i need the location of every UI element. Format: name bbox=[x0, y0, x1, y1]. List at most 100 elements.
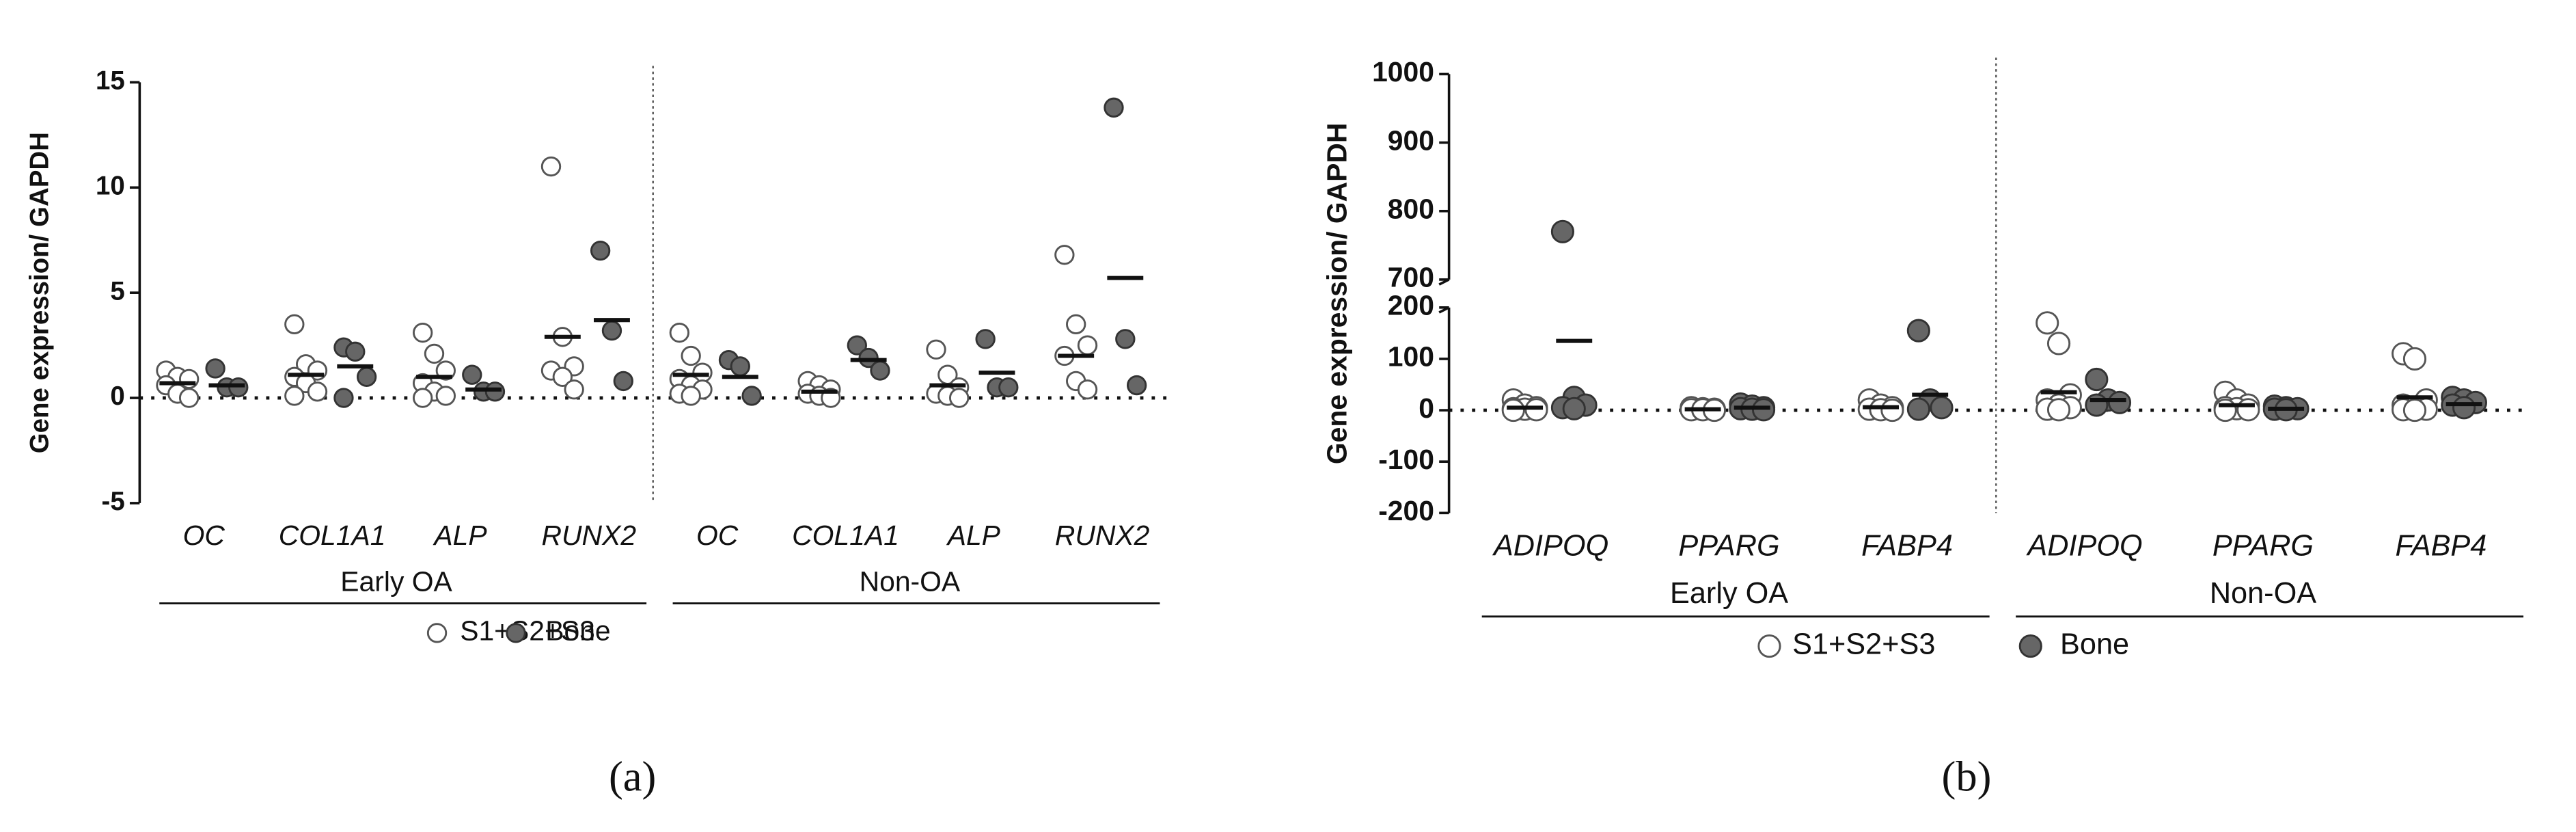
data-point bbox=[1054, 245, 1075, 265]
legend-label: S1+S2+S3 bbox=[1792, 628, 1935, 661]
legend-marker bbox=[2018, 634, 2042, 658]
data-point bbox=[2452, 396, 2476, 420]
data-point bbox=[2213, 399, 2237, 422]
x-tick-label: ALP bbox=[946, 520, 1000, 551]
data-point bbox=[284, 314, 305, 335]
data-point bbox=[730, 356, 750, 377]
data-point bbox=[2402, 399, 2427, 422]
data-point bbox=[228, 377, 249, 398]
data-point bbox=[178, 388, 200, 408]
y-tick-label: 0 bbox=[110, 381, 124, 411]
legend-marker bbox=[506, 623, 526, 643]
group-label: Early OA bbox=[1670, 577, 1788, 610]
data-point bbox=[333, 388, 354, 408]
legend-label: Bone bbox=[545, 615, 610, 647]
y-tick-label: 800 bbox=[1388, 193, 1434, 225]
data-point bbox=[564, 379, 584, 400]
data-point bbox=[1077, 379, 1098, 400]
data-point bbox=[2046, 332, 2071, 355]
data-point bbox=[601, 320, 622, 341]
data-point bbox=[949, 388, 970, 408]
legend-label: S1+S2+S3 bbox=[460, 615, 595, 647]
y-tick-label: 0 bbox=[1419, 392, 1434, 424]
data-point bbox=[590, 240, 611, 261]
data-point bbox=[2085, 367, 2109, 392]
y-axis-label: Gene expression/ GAPDH bbox=[1321, 123, 1352, 465]
data-point bbox=[1880, 399, 1904, 422]
y-tick-label: 200 bbox=[1388, 290, 1434, 321]
data-point bbox=[307, 381, 328, 402]
data-point bbox=[284, 386, 305, 406]
data-point bbox=[1906, 319, 1930, 343]
y-tick-label: -100 bbox=[1378, 444, 1434, 475]
x-tick-label: RUNX2 bbox=[1055, 520, 1150, 551]
x-tick-label: RUNX2 bbox=[542, 520, 637, 551]
data-point bbox=[1562, 397, 1586, 420]
data-point bbox=[2046, 398, 2071, 422]
y-tick-label: -200 bbox=[1378, 495, 1434, 526]
y-tick-label: 5 bbox=[110, 276, 124, 306]
data-point bbox=[412, 322, 433, 343]
data-point bbox=[1906, 397, 1930, 421]
legend-label: Bone bbox=[2060, 628, 2129, 661]
x-tick-label: FABP4 bbox=[1861, 529, 1953, 562]
data-point bbox=[2402, 347, 2427, 371]
data-point bbox=[1550, 219, 1574, 243]
data-point bbox=[424, 343, 445, 364]
data-point bbox=[2236, 398, 2260, 422]
data-point bbox=[462, 364, 482, 385]
data-point bbox=[741, 386, 762, 406]
data-point bbox=[552, 366, 573, 387]
data-point bbox=[870, 360, 890, 381]
data-point bbox=[435, 386, 456, 406]
group-label: Non-OA bbox=[860, 566, 961, 598]
panel-label: (a) bbox=[609, 753, 656, 801]
y-tick-label: 700 bbox=[1388, 262, 1434, 293]
x-tick-label: OC bbox=[696, 520, 739, 551]
x-tick-label: OC bbox=[183, 520, 225, 551]
x-tick-label: FABP4 bbox=[2396, 529, 2487, 562]
x-tick-label: COL1A1 bbox=[792, 520, 899, 551]
data-point bbox=[1751, 398, 1776, 422]
y-tick-label: 1000 bbox=[1372, 56, 1434, 88]
legend-marker bbox=[1757, 634, 1781, 658]
y-tick-label: 10 bbox=[96, 171, 125, 200]
data-point bbox=[205, 358, 225, 379]
x-tick-label: COL1A1 bbox=[279, 520, 386, 551]
y-tick-label: 900 bbox=[1388, 124, 1434, 156]
group-label: Non-OA bbox=[2210, 577, 2316, 610]
data-point bbox=[975, 329, 996, 349]
x-tick-label: ADIPOQ bbox=[2025, 529, 2142, 562]
data-point bbox=[1126, 375, 1147, 396]
data-point bbox=[681, 345, 701, 366]
data-point bbox=[540, 156, 562, 177]
data-point bbox=[926, 339, 946, 360]
data-point bbox=[681, 386, 701, 406]
x-tick-label: PPARG bbox=[2212, 529, 2314, 562]
panel-label: (b) bbox=[1942, 753, 1992, 801]
data-point bbox=[858, 347, 879, 368]
data-point bbox=[1115, 329, 1136, 349]
y-tick-label: 100 bbox=[1388, 341, 1434, 373]
data-point bbox=[2036, 311, 2059, 335]
data-point bbox=[669, 322, 690, 343]
group-label: Early OA bbox=[340, 566, 452, 598]
data-point bbox=[1524, 398, 1548, 422]
data-point bbox=[998, 377, 1019, 398]
y-tick-label: -5 bbox=[102, 487, 125, 516]
data-point bbox=[613, 371, 633, 392]
y-axis-label: Gene expression/ GAPDH bbox=[25, 132, 54, 453]
data-point bbox=[412, 388, 433, 408]
x-tick-label: PPARG bbox=[1678, 529, 1779, 562]
data-point bbox=[345, 341, 366, 362]
data-point bbox=[2085, 393, 2109, 417]
x-tick-label: ADIPOQ bbox=[1492, 529, 1608, 562]
data-point bbox=[1930, 396, 1954, 420]
y-tick-label: 15 bbox=[96, 66, 125, 96]
data-point bbox=[356, 366, 377, 387]
x-tick-label: ALP bbox=[432, 520, 487, 551]
data-point bbox=[847, 335, 867, 355]
data-point bbox=[1501, 399, 1525, 422]
